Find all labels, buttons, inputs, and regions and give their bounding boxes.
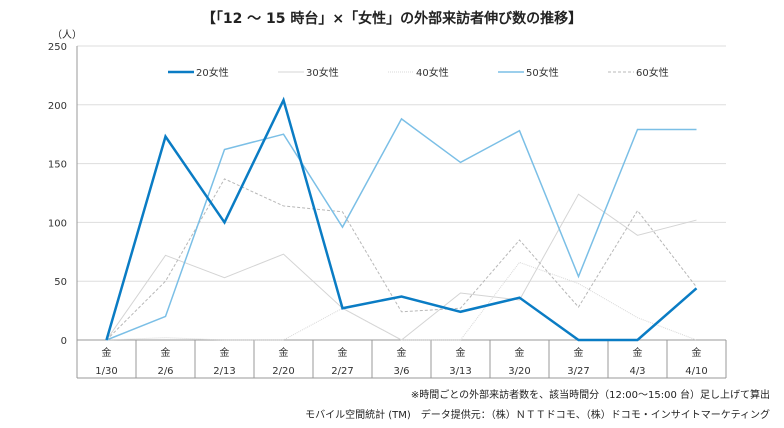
x-weekday-label: 金 [161, 346, 171, 359]
x-weekday-label: 金 [220, 346, 230, 359]
x-tick-label: 1/30 [95, 366, 117, 377]
y-tick-label: 200 [48, 101, 67, 112]
y-tick-label: 150 [48, 160, 67, 171]
y-tick-label: 250 [48, 42, 67, 53]
legend-label: 30女性 [306, 66, 339, 79]
y-tick-label: 100 [48, 218, 67, 229]
series-line-30女性 [106, 193, 697, 341]
source-note: モバイル空間統計 (TM) データ提供元：（株）ＮＴＴドコモ、（株）ドコモ・イン… [305, 410, 770, 421]
x-tick-label: 3/6 [393, 366, 409, 377]
x-weekday-label: 金 [397, 346, 407, 359]
series-line-50女性 [106, 117, 697, 341]
series-line-40女性 [106, 261, 697, 341]
x-tick-label: 3/13 [449, 366, 471, 377]
x-tick-label: 4/10 [685, 366, 707, 377]
x-tick-label: 3/27 [567, 366, 589, 377]
y-tick-label: 0 [61, 336, 67, 347]
x-weekday-label: 金 [574, 346, 584, 359]
x-tick-label: 2/6 [157, 366, 173, 377]
series-line-20女性 [105, 96, 698, 342]
y-axis-unit: （人） [52, 30, 82, 41]
x-weekday-label: 金 [456, 346, 466, 359]
series-line-60女性 [106, 178, 697, 341]
y-tick-label: 50 [54, 277, 67, 288]
x-weekday-label: 金 [633, 346, 643, 359]
x-weekday-label: 金 [102, 346, 112, 359]
legend-label: 20女性 [196, 66, 229, 79]
legend-label: 60女性 [636, 66, 669, 79]
x-weekday-label: 金 [692, 346, 702, 359]
footnote: ※時間ごとの外部来訪者数を、該当時間分（12:00～15:00 台）足し上げて算… [410, 390, 770, 401]
x-weekday-label: 金 [515, 346, 525, 359]
chart-title: 【「12 ～ 15 時台」×「女性」の外部来訪者伸び数の推移】 [201, 11, 583, 27]
x-tick-label: 3/20 [508, 366, 530, 377]
legend-label: 40女性 [416, 66, 449, 79]
x-tick-label: 2/27 [331, 366, 353, 377]
x-tick-label: 2/13 [213, 366, 235, 377]
legend-label: 50女性 [526, 66, 559, 79]
x-weekday-label: 金 [338, 346, 348, 359]
x-tick-label: 2/20 [272, 366, 294, 377]
x-weekday-label: 金 [279, 346, 289, 359]
x-tick-label: 4/3 [629, 366, 645, 377]
